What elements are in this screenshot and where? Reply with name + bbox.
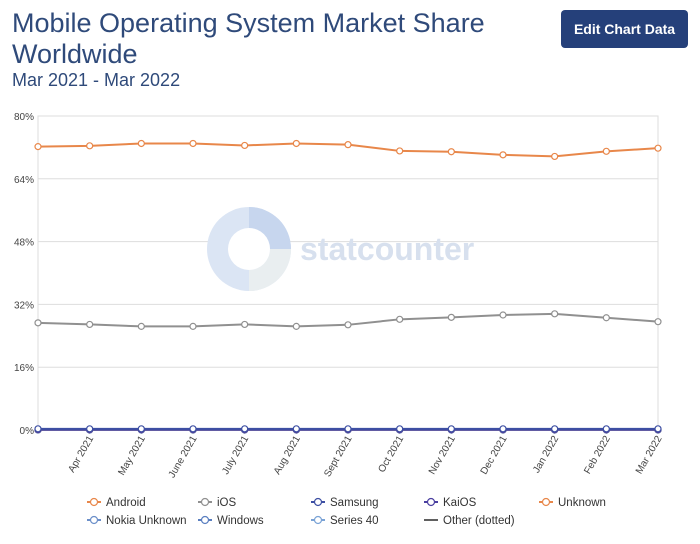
data-point-android[interactable] — [396, 147, 404, 155]
data-point-android[interactable] — [447, 148, 455, 156]
x-tick-label: Jan 2022 — [531, 434, 561, 476]
y-tick-label: 80% — [14, 112, 34, 123]
edit-chart-data-button[interactable]: Edit Chart Data — [561, 10, 688, 48]
series — [34, 139, 662, 434]
data-point-android[interactable] — [602, 147, 610, 155]
data-point-samsung[interactable] — [137, 425, 145, 433]
data-point-samsung[interactable] — [396, 425, 404, 433]
data-point-ios[interactable] — [602, 314, 610, 322]
data-point-samsung[interactable] — [86, 425, 94, 433]
statcounter-logo-icon — [207, 207, 291, 291]
legend-label: Samsung — [330, 497, 379, 509]
legend-swatch-marker — [200, 515, 210, 525]
legend-swatch-marker — [541, 497, 551, 507]
legend-item-unknown[interactable]: Unknown — [539, 497, 606, 509]
x-tick-label: Nov 2021 — [427, 434, 458, 477]
legend-item-nokia-unknown[interactable]: Nokia Unknown — [87, 515, 187, 527]
x-tick-label: Mar 2022 — [634, 434, 665, 476]
data-point-ios[interactable] — [551, 310, 559, 318]
data-point-samsung[interactable] — [292, 425, 300, 433]
series-ios — [34, 310, 662, 330]
y-tick-label: 16% — [14, 363, 34, 374]
data-point-android[interactable] — [189, 139, 197, 148]
legend-item-other-dotted[interactable]: Other (dotted) — [424, 515, 515, 527]
legend-swatch-marker — [200, 497, 210, 507]
page-title: Mobile Operating System Market Share Wor… — [12, 8, 485, 69]
statcounter-watermark-text: statcounter — [300, 231, 474, 267]
legend-label: Nokia Unknown — [106, 515, 187, 527]
data-point-android[interactable] — [292, 139, 300, 148]
data-point-samsung[interactable] — [241, 425, 249, 433]
data-point-android[interactable] — [551, 152, 559, 161]
data-point-samsung[interactable] — [344, 425, 352, 433]
x-tick-label: Feb 2022 — [582, 434, 613, 476]
legend: Android iOS Samsung KaiOS Unknown Nokia Unkno… — [87, 497, 606, 527]
grid — [37, 115, 659, 431]
data-point-ios[interactable] — [34, 319, 42, 327]
legend-swatch-marker — [313, 515, 323, 525]
data-point-samsung[interactable] — [447, 425, 455, 433]
data-point-android[interactable] — [137, 139, 145, 148]
x-tick-label: Apr 2021 — [66, 434, 96, 475]
data-point-android[interactable] — [86, 142, 94, 150]
x-tick-label: Oct 2021 — [376, 434, 406, 475]
statcounter-watermark: statcounter — [207, 207, 474, 291]
legend-item-kaios[interactable]: KaiOS — [424, 497, 477, 509]
y-tick-label: 64% — [14, 175, 34, 186]
legend-label: KaiOS — [443, 497, 477, 509]
data-point-samsung[interactable] — [189, 425, 197, 433]
legend-label: Windows — [217, 515, 264, 527]
data-point-ios[interactable] — [86, 320, 94, 329]
data-point-samsung[interactable] — [34, 425, 42, 433]
data-point-android[interactable] — [654, 144, 662, 152]
legend-item-windows[interactable]: Windows — [198, 515, 264, 527]
data-point-samsung[interactable] — [551, 425, 559, 433]
legend-item-samsung[interactable]: Samsung — [311, 497, 379, 509]
x-tick-label: July 2021 — [220, 434, 251, 477]
legend-swatch-marker — [426, 497, 436, 507]
chart-container: statcounter 0% 16% 32% 48% 64% 80% Apr 2021 May… — [0, 107, 700, 539]
legend-item-android[interactable]: Android — [87, 497, 146, 509]
date-range-subtitle: Mar 2021 - Mar 2022 — [12, 70, 181, 90]
data-point-ios[interactable] — [292, 322, 300, 330]
legend-item-ios[interactable]: iOS — [198, 497, 237, 509]
data-point-samsung[interactable] — [654, 425, 662, 433]
x-tick-label: June 2021 — [167, 434, 200, 480]
data-point-ios[interactable] — [396, 315, 404, 323]
data-point-ios[interactable] — [654, 318, 662, 326]
data-point-android[interactable] — [241, 141, 249, 150]
x-tick-label: May 2021 — [116, 434, 148, 478]
x-tick-label: Sept 2021 — [322, 434, 355, 479]
plot-border — [37, 115, 659, 431]
data-point-android[interactable] — [344, 141, 352, 149]
data-point-ios[interactable] — [499, 311, 507, 319]
legend-swatch-marker — [89, 515, 99, 525]
data-point-samsung[interactable] — [602, 425, 610, 433]
legend-swatch-marker — [313, 497, 323, 507]
x-tick-label: Dec 2021 — [479, 434, 510, 477]
y-tick-label: 32% — [14, 300, 34, 311]
legend-label: Unknown — [558, 497, 606, 509]
legend-label: Android — [106, 497, 146, 509]
data-point-ios[interactable] — [189, 322, 197, 330]
legend-label: Other (dotted) — [443, 515, 515, 527]
line-chart: statcounter 0% 16% 32% 48% 64% 80% Apr 2021 May… — [14, 112, 665, 527]
data-point-android[interactable] — [34, 143, 42, 151]
x-tick-label: Aug 2021 — [272, 434, 303, 477]
data-point-ios[interactable] — [344, 321, 352, 329]
legend-label: Series 40 — [330, 515, 379, 527]
legend-swatch-marker — [89, 497, 99, 507]
legend-label: iOS — [217, 497, 237, 509]
y-tick-label: 48% — [14, 238, 34, 249]
data-point-ios[interactable] — [137, 322, 145, 330]
legend-item-series-40[interactable]: Series 40 — [311, 515, 379, 527]
series-samsung — [34, 425, 662, 433]
series-android — [34, 139, 662, 161]
data-point-ios[interactable] — [447, 313, 455, 321]
data-point-android[interactable] — [499, 151, 507, 159]
axes: 0% 16% 32% 48% 64% 80% Apr 2021 May 2021 June 20… — [14, 112, 665, 480]
data-point-ios[interactable] — [241, 320, 249, 329]
data-point-samsung[interactable] — [499, 425, 507, 433]
y-tick-label: 0% — [20, 426, 35, 437]
